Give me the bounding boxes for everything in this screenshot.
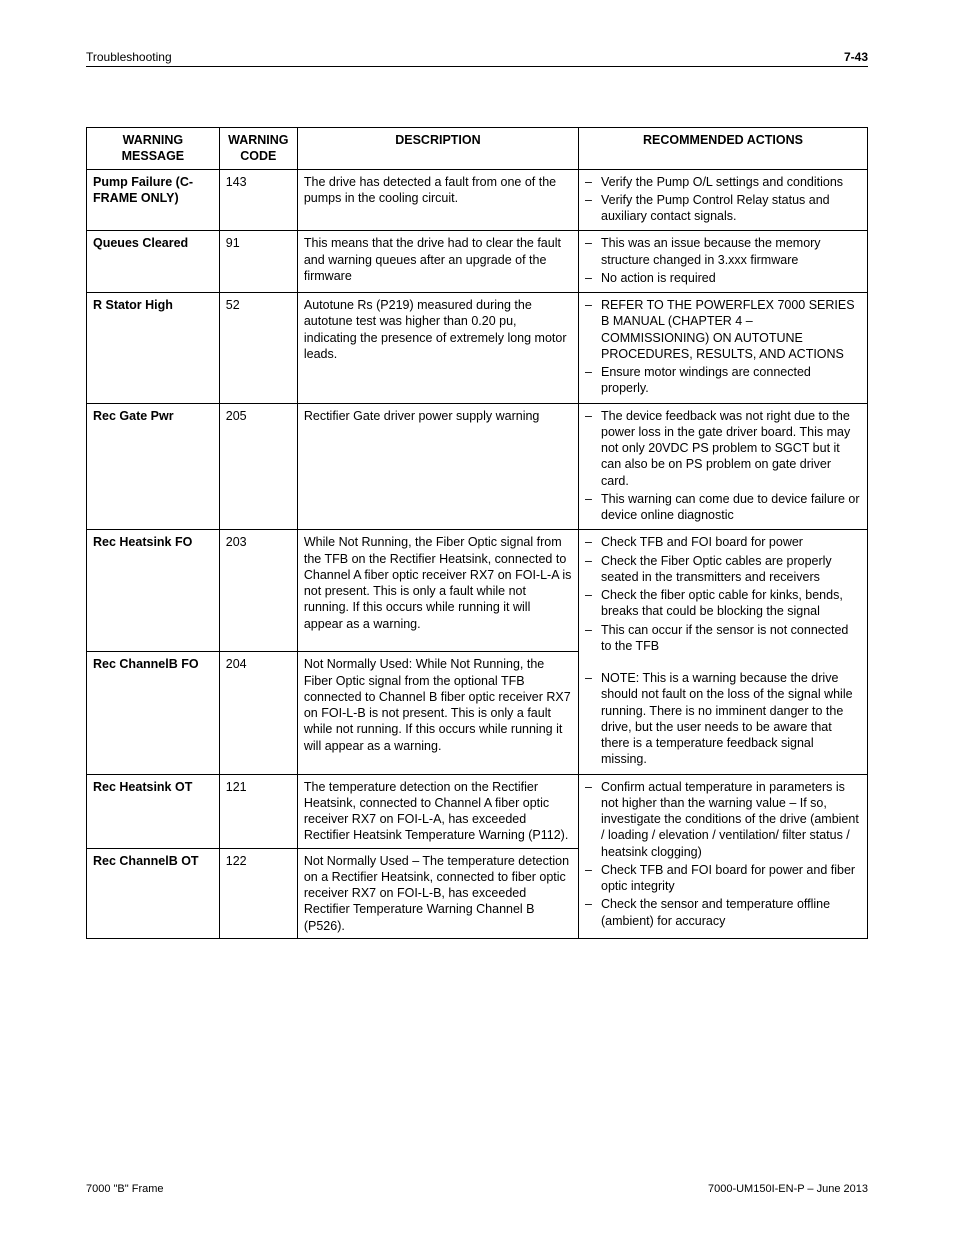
cell-recommended-actions: This was an issue because the memory str…: [579, 231, 868, 293]
action-item: REFER TO THE POWERFLEX 7000 SERIES B MAN…: [585, 297, 861, 362]
cell-description: Autotune Rs (P219) measured during the a…: [297, 293, 578, 404]
cell-description: Not Normally Used – The temperature dete…: [297, 848, 578, 938]
header-left: Troubleshooting: [86, 50, 172, 64]
cell-warning-code: 122: [219, 848, 297, 938]
cell-description: The drive has detected a fault from one …: [297, 169, 578, 231]
action-item: Check the sensor and temperature offline…: [585, 896, 861, 929]
action-item: Check the fiber optic cable for kinks, b…: [585, 587, 861, 620]
page: Troubleshooting 7-43 WARNING MESSAGE WAR…: [0, 0, 954, 1235]
cell-warning-message: Rec Gate Pwr: [87, 403, 220, 530]
cell-warning-code: 91: [219, 231, 297, 293]
table-row: Rec Gate Pwr205Rectifier Gate driver pow…: [87, 403, 868, 530]
action-list: This was an issue because the memory str…: [585, 235, 861, 286]
action-list: Check TFB and FOI board for power Check t…: [585, 534, 861, 767]
cell-description: The temperature detection on the Rectifi…: [297, 774, 578, 848]
action-list: The device feedback was not right due to…: [585, 408, 861, 524]
table-row: R Stator High52Autotune Rs (P219) measur…: [87, 293, 868, 404]
action-item: Check TFB and FOI board for power and fi…: [585, 862, 861, 895]
action-item: This can occur if the sensor is not conn…: [585, 622, 861, 655]
cell-recommended-actions: Check TFB and FOI board for power Check t…: [579, 530, 868, 774]
col-warning-code: WARNING CODE: [219, 128, 297, 170]
page-footer: 7000 "B" Frame 7000-UM150I-EN-P – June 2…: [86, 1183, 868, 1195]
cell-warning-message: R Stator High: [87, 293, 220, 404]
cell-warning-code: 52: [219, 293, 297, 404]
cell-recommended-actions: Confirm actual temperature in parameters…: [579, 774, 868, 938]
cell-warning-code: 205: [219, 403, 297, 530]
table-row: Pump Failure (C-FRAME ONLY)143The drive …: [87, 169, 868, 231]
cell-warning-code: 121: [219, 774, 297, 848]
action-item: This was an issue because the memory str…: [585, 235, 861, 268]
cell-description: While Not Running, the Fiber Optic signa…: [297, 530, 578, 652]
col-description: DESCRIPTION: [297, 128, 578, 170]
table-row: Rec Heatsink OT121The temperature detect…: [87, 774, 868, 848]
col-warning-message: WARNING MESSAGE: [87, 128, 220, 170]
cell-warning-message: Rec ChannelB OT: [87, 848, 220, 938]
action-item: Check TFB and FOI board for power: [585, 534, 861, 550]
action-item: Confirm actual temperature in parameters…: [585, 779, 861, 860]
action-item: No action is required: [585, 270, 861, 286]
cell-warning-code: 203: [219, 530, 297, 652]
action-spacer: [585, 656, 861, 670]
table-row: Rec Heatsink FO203While Not Running, the…: [87, 530, 868, 652]
cell-warning-message: Rec ChannelB FO: [87, 652, 220, 774]
page-header: Troubleshooting 7-43: [86, 50, 868, 67]
action-item: The device feedback was not right due to…: [585, 408, 861, 489]
cell-warning-code: 204: [219, 652, 297, 774]
cell-warning-message: Rec Heatsink FO: [87, 530, 220, 652]
action-item: Verify the Pump O/L settings and conditi…: [585, 174, 861, 190]
cell-description: Not Normally Used: While Not Running, th…: [297, 652, 578, 774]
cell-recommended-actions: Verify the Pump O/L settings and conditi…: [579, 169, 868, 231]
action-item: NOTE: This is a warning because the driv…: [585, 670, 861, 768]
action-item: Verify the Pump Control Relay status and…: [585, 192, 861, 225]
action-item: Ensure motor windings are connected prop…: [585, 364, 861, 397]
cell-recommended-actions: The device feedback was not right due to…: [579, 403, 868, 530]
cell-warning-message: Pump Failure (C-FRAME ONLY): [87, 169, 220, 231]
action-list: REFER TO THE POWERFLEX 7000 SERIES B MAN…: [585, 297, 861, 397]
footer-left: 7000 "B" Frame: [86, 1183, 164, 1195]
warning-table: WARNING MESSAGE WARNING CODE DESCRIPTION…: [86, 127, 868, 939]
cell-warning-message: Queues Cleared: [87, 231, 220, 293]
table-header: WARNING MESSAGE WARNING CODE DESCRIPTION…: [87, 128, 868, 170]
cell-recommended-actions: REFER TO THE POWERFLEX 7000 SERIES B MAN…: [579, 293, 868, 404]
action-list: Verify the Pump O/L settings and conditi…: [585, 174, 861, 225]
cell-warning-code: 143: [219, 169, 297, 231]
table-row: Queues Cleared91This means that the driv…: [87, 231, 868, 293]
action-item: Check the Fiber Optic cables are properl…: [585, 553, 861, 586]
action-list: Confirm actual temperature in parameters…: [585, 779, 861, 929]
header-right: 7-43: [844, 50, 868, 64]
table-body: Pump Failure (C-FRAME ONLY)143The drive …: [87, 169, 868, 938]
cell-description: Rectifier Gate driver power supply warni…: [297, 403, 578, 530]
footer-right: 7000-UM150I-EN-P – June 2013: [708, 1183, 868, 1195]
col-recommended-actions: RECOMMENDED ACTIONS: [579, 128, 868, 170]
action-item: This warning can come due to device fail…: [585, 491, 861, 524]
cell-description: This means that the drive had to clear t…: [297, 231, 578, 293]
cell-warning-message: Rec Heatsink OT: [87, 774, 220, 848]
